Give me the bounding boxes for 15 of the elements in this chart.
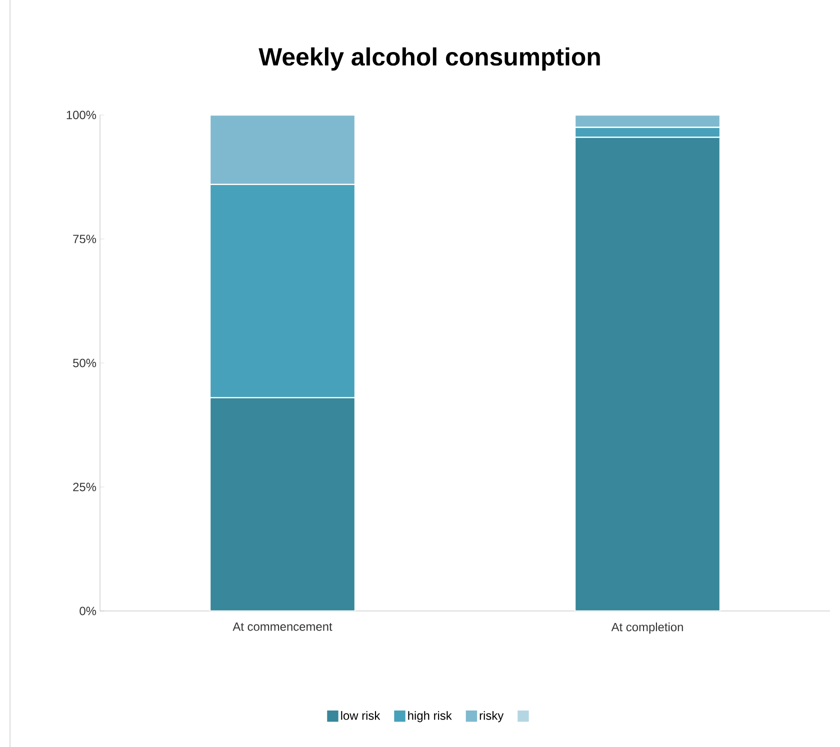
- legend-label: low risk: [341, 711, 380, 720]
- bar: [209, 397, 356, 611]
- chart-title: Weekly alcohol consumption: [258, 47, 600, 71]
- y-tick-label: 50%: [73, 358, 96, 368]
- y-tick-label: 75%: [73, 234, 96, 244]
- bar: [574, 136, 721, 611]
- y-tick-label: 25%: [73, 482, 96, 492]
- x-tick-label: At commencement: [232, 622, 332, 631]
- bar: [209, 114, 356, 186]
- bar: [574, 114, 721, 128]
- legend-label: risky: [480, 711, 504, 722]
- x-tick-label: At completion: [611, 622, 683, 634]
- y-tick-label: 0%: [80, 606, 96, 616]
- y-tick-label: 100%: [66, 110, 96, 120]
- legend-label: high risk: [408, 711, 452, 722]
